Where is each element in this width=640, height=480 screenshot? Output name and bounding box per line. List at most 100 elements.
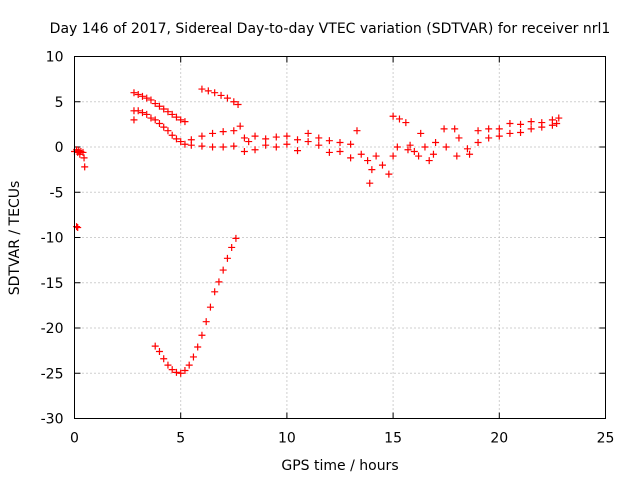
grid (74, 56, 606, 419)
data-point (204, 87, 212, 95)
data-point (138, 92, 146, 100)
y-tick-label: -10 (41, 231, 64, 247)
data-point (151, 116, 159, 124)
data-point (425, 157, 433, 165)
data-point (172, 368, 180, 376)
data-point (147, 114, 155, 122)
x-tick-label: 15 (384, 431, 402, 447)
data-point (555, 114, 563, 122)
data-point (189, 353, 197, 361)
data-point (463, 145, 471, 153)
data-point (283, 132, 291, 140)
data-point (466, 150, 474, 158)
data-point (138, 109, 146, 117)
data-point (402, 119, 410, 127)
data-point (198, 331, 206, 339)
data-point (527, 125, 535, 133)
data-point (143, 110, 151, 118)
data-point (272, 143, 280, 151)
data-point (485, 134, 493, 142)
y-tick-label: 10 (46, 50, 64, 66)
data-point (168, 366, 176, 374)
data-point (393, 143, 401, 151)
data-point (429, 150, 437, 158)
data-point (181, 140, 189, 148)
data-point (130, 116, 138, 124)
x-tick-label: 25 (597, 431, 615, 447)
data-markers (71, 85, 563, 377)
data-point (417, 129, 425, 137)
data-point (147, 96, 155, 104)
data-point (177, 369, 185, 377)
data-point (219, 266, 227, 274)
x-tick-label: 10 (278, 431, 296, 447)
data-point (172, 113, 180, 121)
data-point (495, 132, 503, 140)
data-point (217, 91, 225, 99)
data-point (315, 141, 323, 149)
data-point (181, 118, 189, 126)
data-point (172, 135, 180, 143)
data-point (262, 141, 270, 149)
data-point (219, 143, 227, 151)
data-point (451, 125, 459, 133)
x-tick-label: 20 (490, 431, 508, 447)
data-point (404, 146, 412, 154)
y-tick-label: -25 (41, 366, 64, 382)
y-tick-label: 5 (55, 95, 64, 111)
data-point (415, 152, 423, 160)
data-point (160, 105, 168, 113)
y-axis-label: SDTVAR / TECUs (7, 181, 23, 296)
data-point (294, 136, 302, 144)
data-point (236, 122, 244, 130)
data-point (506, 129, 514, 137)
y-tick-label: -5 (50, 185, 64, 201)
data-point (304, 138, 312, 146)
data-point (185, 361, 193, 369)
data-point (262, 135, 270, 143)
data-point (294, 147, 302, 155)
data-point (395, 115, 403, 123)
data-point (527, 118, 535, 126)
data-point (134, 91, 142, 99)
data-point (272, 133, 280, 141)
data-point (211, 89, 219, 97)
data-point (517, 129, 525, 137)
data-point (228, 243, 236, 251)
data-point (506, 119, 514, 127)
data-point (151, 100, 159, 108)
data-point (548, 121, 556, 129)
data-point (325, 148, 333, 156)
data-point (81, 163, 89, 171)
data-point (230, 142, 238, 150)
plot-frame (74, 56, 606, 419)
data-point (223, 254, 231, 262)
x-axis-label: GPS time / hours (281, 458, 398, 474)
data-point (485, 125, 493, 133)
data-point (209, 143, 217, 151)
data-point (553, 119, 561, 127)
data-point (453, 152, 461, 160)
data-point (538, 123, 546, 131)
data-point (130, 89, 138, 97)
data-point (168, 110, 176, 118)
data-point (223, 94, 231, 102)
data-point (74, 224, 82, 232)
data-point (198, 85, 206, 93)
data-point (160, 123, 168, 131)
data-point (219, 128, 227, 136)
data-point (389, 112, 397, 120)
data-point (209, 129, 217, 137)
data-point (151, 342, 159, 350)
data-point (155, 102, 163, 110)
data-point (155, 348, 163, 356)
data-point (202, 318, 210, 326)
data-point (474, 127, 482, 135)
chart-title: Day 146 of 2017, Sidereal Day-to-day VTE… (50, 21, 611, 37)
data-point (181, 367, 189, 375)
data-point (410, 148, 418, 156)
data-point (455, 134, 463, 142)
series-dip (151, 234, 240, 377)
data-point (168, 131, 176, 139)
data-point (325, 137, 333, 145)
